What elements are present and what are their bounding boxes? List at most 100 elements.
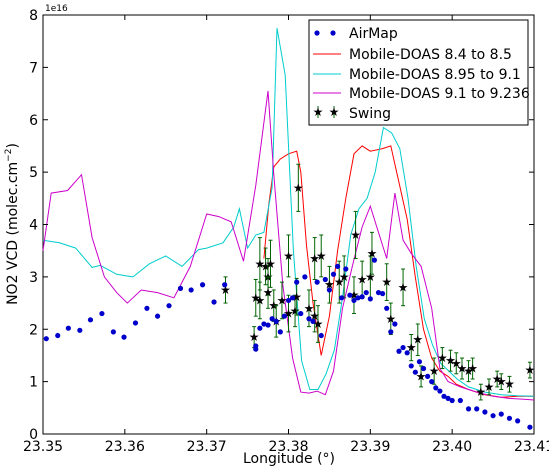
- airmap-point: [449, 397, 455, 404]
- swing-point: ★: [283, 249, 294, 263]
- swing-point: ★: [484, 380, 495, 394]
- airmap-point: [408, 363, 414, 369]
- airmap-point: [314, 279, 320, 285]
- airmap-point: [273, 318, 279, 324]
- airmap-point: [355, 295, 361, 301]
- swing-point: ★: [283, 307, 294, 321]
- swing-point: ★: [250, 291, 261, 305]
- airmap-point: [412, 369, 418, 375]
- swing-point: ★: [467, 362, 478, 376]
- airmap-point: [65, 325, 71, 331]
- legend-item-airmap: AirMap: [314, 26, 398, 42]
- swing-point: ★: [357, 272, 368, 286]
- airmap-point: [154, 313, 161, 319]
- swing-point: ★: [445, 354, 456, 368]
- airmap-point: [392, 321, 398, 327]
- legend-item-mobile-doas-2: Mobile-DOAS 8.95 to 9.1: [313, 67, 521, 83]
- airmap-point: [433, 385, 439, 391]
- legend-marker-airmap: [314, 30, 320, 36]
- airmap-point: [335, 263, 341, 269]
- x-tick-label: 23.35: [23, 439, 63, 455]
- swing-point: ★: [334, 275, 345, 289]
- airmap-point: [99, 310, 105, 317]
- airmap-point: [77, 327, 83, 333]
- swing-point: ★: [293, 181, 304, 195]
- airmap-point: [87, 317, 94, 323]
- airmap-point: [306, 316, 312, 322]
- y-offset-label: 1e16: [45, 4, 68, 14]
- airmap-point: [310, 318, 316, 324]
- airmap-point: [420, 365, 427, 372]
- y-tick-label: 2: [29, 322, 38, 338]
- airmap-point: [222, 282, 228, 288]
- y-tick-label: 1: [29, 375, 38, 391]
- airmap-point: [384, 305, 390, 311]
- swing-point: ★: [313, 317, 324, 331]
- airmap-point: [199, 282, 206, 288]
- airmap-point: [371, 257, 378, 263]
- airmap-point: [474, 406, 480, 412]
- airmap-point: [132, 320, 139, 326]
- swing-point: ★: [412, 333, 423, 347]
- swing-point: ★: [304, 301, 315, 315]
- airmap-point: [318, 332, 324, 339]
- airmap-point: [289, 295, 296, 301]
- airmap-point: [498, 411, 504, 417]
- airmap-point: [375, 289, 382, 296]
- airmap-point: [265, 322, 271, 328]
- swing-point: ★: [416, 369, 427, 383]
- legend-item-mobile-doas-3: Mobile-DOAS 9.1 to 9.236: [313, 86, 530, 102]
- y-tick-label: 7: [29, 60, 38, 76]
- airmap-point: [416, 359, 423, 365]
- series-layer: ★★★★★★★★★★★★★★★★★★★★★ ★★★★★★★★★★★★★ ★★★★★★…: [42, 28, 535, 430]
- airmap-point: [465, 406, 472, 412]
- swing-point: ★: [268, 299, 279, 313]
- airmap-point: [457, 397, 463, 404]
- y-tick-label: 8: [29, 8, 38, 24]
- swing-point: ★: [324, 278, 335, 292]
- airmap-point: [396, 348, 402, 354]
- swing-point: ★: [365, 270, 376, 284]
- airmap-point: [388, 329, 394, 335]
- legend-label-mobile-doas-1: Mobile-DOAS 8.4 to 8.5: [349, 47, 512, 63]
- swing-point: ★: [254, 257, 265, 271]
- legend-marker-airmap-2: [330, 30, 336, 36]
- swing-point: ★: [492, 372, 503, 386]
- swing-point: ★: [367, 246, 378, 260]
- swing-point: ★: [291, 290, 302, 304]
- swing-point: ★: [463, 364, 474, 378]
- y-tick-label: 6: [29, 113, 38, 129]
- airmap-point: [121, 334, 127, 340]
- x-tick-label: 23.37: [187, 439, 227, 455]
- swing-point: ★: [429, 364, 440, 378]
- airmap-point: [144, 305, 150, 311]
- swing-point: ★: [316, 249, 327, 263]
- x-axis-label: Longitude (°): [243, 451, 335, 467]
- airmap-point: [330, 271, 337, 277]
- swing-point: ★: [249, 330, 260, 344]
- legend-star-swing-1: ★: [313, 105, 324, 119]
- x-tick-label: 23.36: [105, 439, 145, 455]
- airmap-point: [441, 393, 447, 399]
- series-line-2: [42, 28, 535, 397]
- airmap-point: [188, 287, 194, 293]
- airmap-point: [515, 418, 521, 424]
- airmap-point: [322, 276, 328, 283]
- airmap-point: [363, 289, 369, 296]
- airmap-point: [347, 292, 353, 298]
- swing-point: ★: [475, 385, 486, 399]
- y-axis-label-exp: −2: [4, 149, 14, 162]
- swing-point: ★: [385, 312, 396, 326]
- airmap-point: [177, 285, 184, 291]
- legend-label-airmap: AirMap: [349, 26, 398, 42]
- airmap-point: [269, 316, 275, 322]
- swing-point: ★: [263, 286, 274, 300]
- airmap-point: [482, 409, 488, 415]
- airmap-point: [425, 373, 431, 379]
- swing-point: ★: [277, 293, 288, 307]
- airmap-point: [326, 287, 333, 293]
- x-tick-label: 23.40: [432, 439, 472, 455]
- airmap-point: [261, 321, 267, 327]
- legend-star-swing-2: ★: [329, 105, 340, 119]
- y-tick-label: 3: [29, 270, 38, 286]
